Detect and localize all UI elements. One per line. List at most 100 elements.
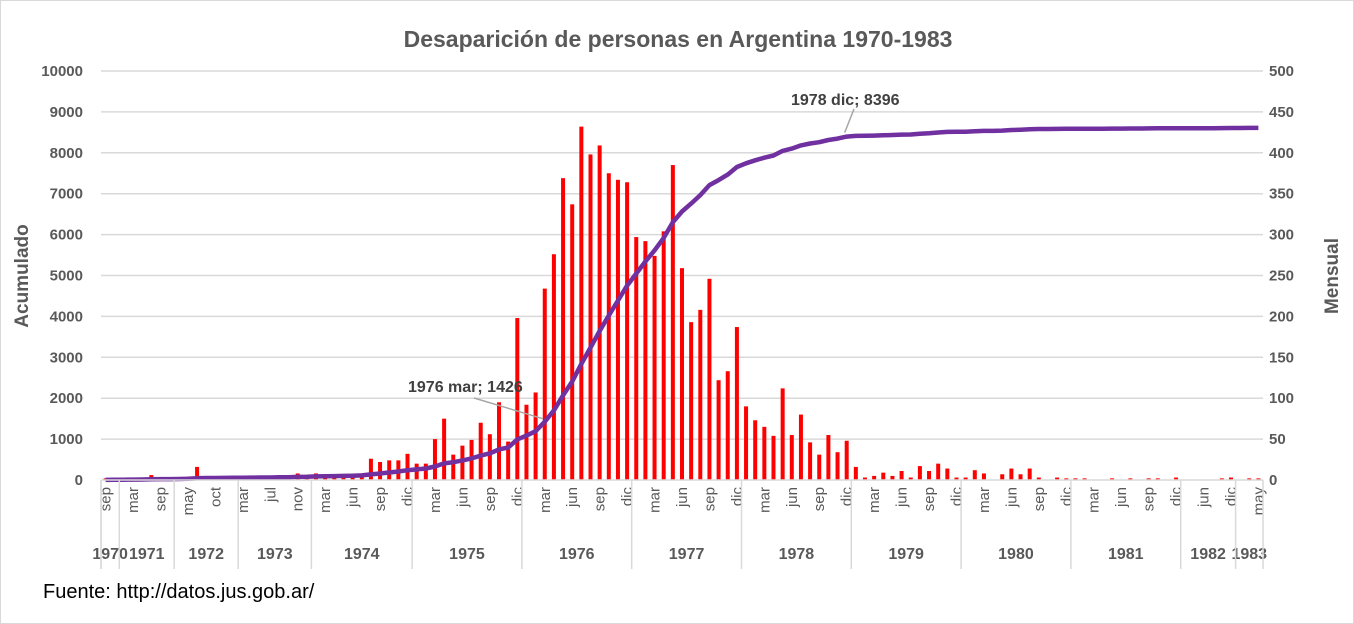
bar-mensual [1000,474,1005,480]
category-label: mar [756,487,773,513]
bar-mensual [597,145,602,481]
category-label: dic [1223,487,1240,507]
bar-mensual [917,466,922,480]
bar-mensual [890,475,895,480]
category-label: sep [482,487,499,511]
category-label: dic [400,487,417,507]
category-label: sep [152,487,169,511]
right-tick-label: 250 [1269,268,1294,285]
left-tick-label: 1000 [50,431,83,448]
bar-mensual [680,268,684,480]
bar-mensual [1146,478,1151,480]
left-tick-label: 6000 [50,227,83,244]
bar-mensual [442,418,447,480]
chart-title: Desaparición de personas en Argentina 19… [404,26,953,52]
category-label: jun [1003,487,1020,508]
bar-mensual [350,475,355,480]
category-label: jul [262,487,279,503]
annotation-label: 1976 mar; 1426 [408,379,523,396]
category-label: mar [125,487,142,513]
bar-mensual [789,435,794,480]
category-label: sep [921,487,938,511]
category-label: sep [372,487,389,511]
category-label: mar [235,487,252,513]
bar-mensual [716,380,721,480]
category-label: jun [564,487,581,508]
bar-mensual [981,473,986,480]
bar-mensual [551,254,556,480]
year-label: 1976 [559,546,595,563]
bar-mensual [1110,478,1115,480]
right-tick-label: 100 [1269,390,1294,407]
category-label: mar [537,487,554,513]
bar-mensual [432,439,437,480]
bar-mensual [853,466,858,480]
category-label: sep [811,487,828,511]
bar-mensual [634,237,639,480]
bar-mensual [826,435,831,480]
category-label: jun [784,487,801,508]
bar-mensual [1027,468,1032,480]
source-note: Fuente: http://datos.jus.gob.ar/ [43,581,315,603]
bar-mensual [588,154,593,480]
bar-mensual [1082,478,1087,480]
bar-mensual [707,278,712,480]
category-label: dic [948,487,965,507]
bar-mensual [734,327,739,480]
right-tick-label: 450 [1269,104,1294,121]
annotation-leader [473,397,543,420]
year-label: 1972 [188,546,224,563]
bar-mensual [1228,477,1233,480]
bar-mensual [963,477,968,480]
category-label: dic [839,487,856,507]
bar-mensual [835,452,840,480]
year-label: 1970 [92,546,128,563]
bar-mensual [625,182,630,481]
bar-mensual [771,435,776,480]
bar-mensual [1055,477,1060,480]
bar-mensual [542,288,547,480]
category-label: nov [290,487,307,512]
year-label: 1974 [344,546,380,563]
bar-mensual [497,402,502,480]
bar-mensual [515,318,520,480]
year-label: 1975 [449,546,485,563]
category-label: dic [1058,487,1075,507]
bar-mensual [103,478,108,480]
category-label: sep [98,487,115,511]
bar-mensual [570,204,575,481]
left-tick-label: 10000 [41,63,83,80]
bar-mensual [817,454,822,480]
category-label: mar [647,487,664,513]
left-tick-label: 7000 [50,186,83,203]
bar-mensual [414,463,419,480]
right-tick-label: 0 [1269,472,1277,489]
bar-mensual [643,241,648,480]
category-label: sep [701,487,718,511]
category-label: sep [1141,487,1158,511]
category-label: mar [866,487,883,513]
category-label: jun [1113,487,1130,508]
bar-mensual [1155,478,1160,480]
category-label: mar [317,487,334,513]
bar-mensual [1036,477,1041,480]
bar-mensual [368,458,373,480]
category-label: mar [427,487,444,513]
bar-mensual [1009,468,1014,480]
year-label: 1982 [1190,546,1226,563]
right-tick-label: 400 [1269,145,1294,162]
bar-mensual [670,165,675,480]
category-label: dic [1168,487,1185,507]
bar-mensual [561,178,566,480]
bar-mensual [1247,478,1252,480]
bar-mensual [341,476,346,480]
left-tick-label: 0 [75,472,83,489]
bar-mensual [753,420,758,480]
category-label: jun [454,487,471,508]
bar-mensual [698,309,703,480]
bar-mensual [524,404,529,480]
bar-mensual [780,388,785,480]
left-tick-label: 9000 [50,104,83,121]
bar-mensual [451,454,456,480]
bar-mensual [606,173,611,480]
